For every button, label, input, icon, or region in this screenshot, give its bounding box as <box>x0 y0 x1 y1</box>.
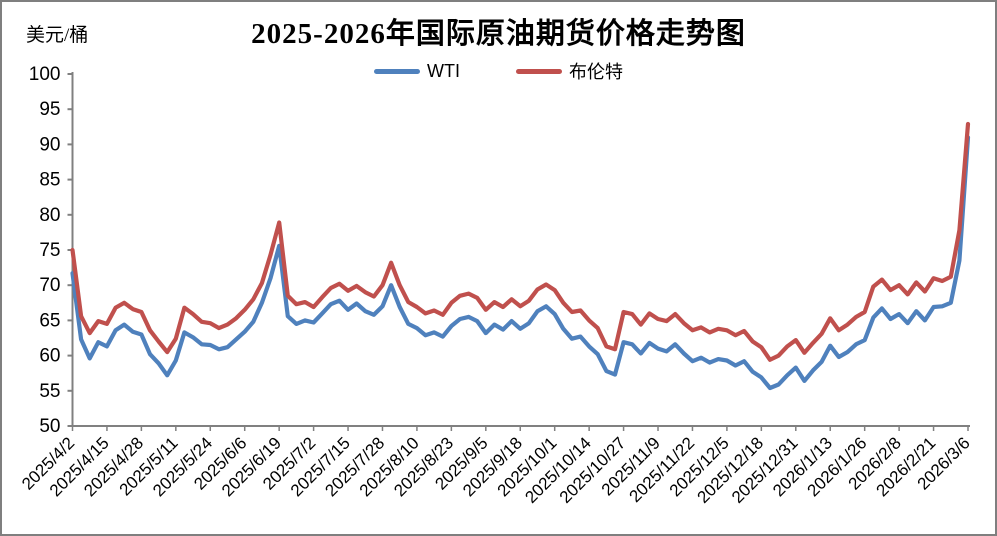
y-tick-label: 65 <box>39 310 60 331</box>
y-tick-label: 85 <box>39 170 60 191</box>
y-tick-label: 60 <box>39 346 60 367</box>
y-tick-label: 80 <box>39 205 60 226</box>
chart-title: 2025-2026年国际原油期货价格走势图 <box>251 18 746 50</box>
y-tick-label: 55 <box>39 381 60 402</box>
brent-price-line <box>70 121 971 362</box>
brent-line-swatch-icon <box>516 68 562 74</box>
legend-item-wti: WTI <box>374 61 460 82</box>
legend-label-wti: WTI <box>427 60 460 81</box>
y-tick-label: 100 <box>29 64 61 85</box>
y-tick-label: 70 <box>39 275 60 296</box>
legend-label-brent: 布伦特 <box>569 62 623 82</box>
y-tick-label: 75 <box>39 240 60 261</box>
legend-item-brent: 布伦特 <box>516 58 623 84</box>
y-tick-label: 90 <box>39 134 60 155</box>
y-tick-label: 50 <box>39 416 60 437</box>
y-axis-unit-label: 美元/桶 <box>26 25 89 46</box>
wti-price-line <box>70 135 971 391</box>
legend: WTI 布伦特 <box>2 58 995 84</box>
y-tick-label: 95 <box>39 99 60 120</box>
wti-line-swatch-icon <box>374 68 420 74</box>
